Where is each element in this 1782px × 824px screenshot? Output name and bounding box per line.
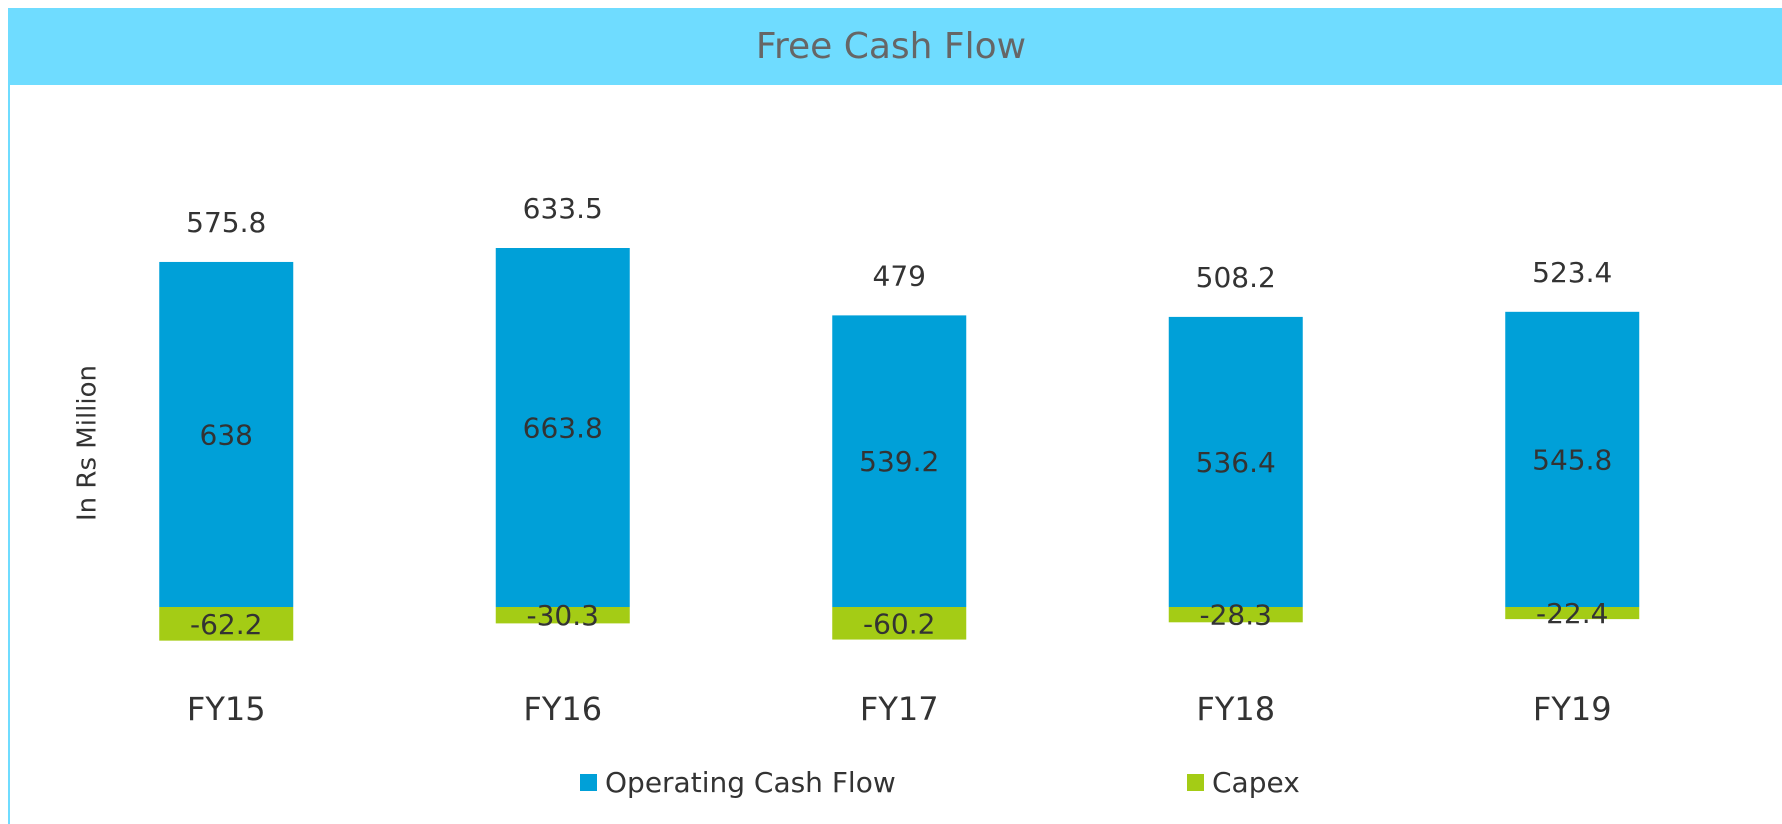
bar	[495, 607, 630, 624]
bar	[1168, 316, 1303, 607]
y-axis-label: In Rs Million	[73, 365, 103, 521]
x-tick-label: FY19	[1533, 690, 1612, 728]
value-label: 545.8	[1532, 443, 1612, 476]
total-label: 508.2	[1196, 261, 1276, 294]
x-tick-label: FY16	[523, 690, 602, 728]
value-label: -22.4	[1536, 597, 1608, 630]
bar	[495, 248, 630, 607]
value-label: -30.3	[527, 599, 599, 632]
bar	[1168, 607, 1303, 623]
header-band	[8, 8, 1782, 85]
bar	[832, 315, 967, 607]
total-label: 575.8	[186, 206, 266, 239]
legend-swatch	[1187, 774, 1204, 791]
x-tick-label: FY17	[860, 690, 939, 728]
value-label: 539.2	[859, 445, 939, 478]
total-label: 523.4	[1532, 256, 1612, 289]
total-label: 633.5	[523, 192, 603, 225]
legend-swatch	[580, 774, 597, 791]
bar	[159, 261, 294, 607]
value-label: 536.4	[1196, 446, 1276, 479]
x-tick-label: FY15	[187, 690, 266, 728]
value-label: -28.3	[1200, 599, 1272, 632]
bar	[1505, 311, 1640, 607]
bar	[832, 607, 967, 640]
total-label: 479	[873, 259, 926, 292]
value-label: -62.2	[190, 608, 262, 641]
legend-label: Operating Cash Flow	[605, 766, 896, 799]
bar	[1505, 607, 1640, 620]
x-tick-label: FY18	[1196, 690, 1275, 728]
value-label: 638	[200, 418, 253, 451]
legend-label: Capex	[1212, 766, 1300, 799]
bar	[159, 607, 294, 641]
chart-title: Free Cash Flow	[756, 26, 1026, 67]
value-label: -60.2	[863, 607, 935, 640]
value-label: 663.8	[523, 412, 603, 445]
